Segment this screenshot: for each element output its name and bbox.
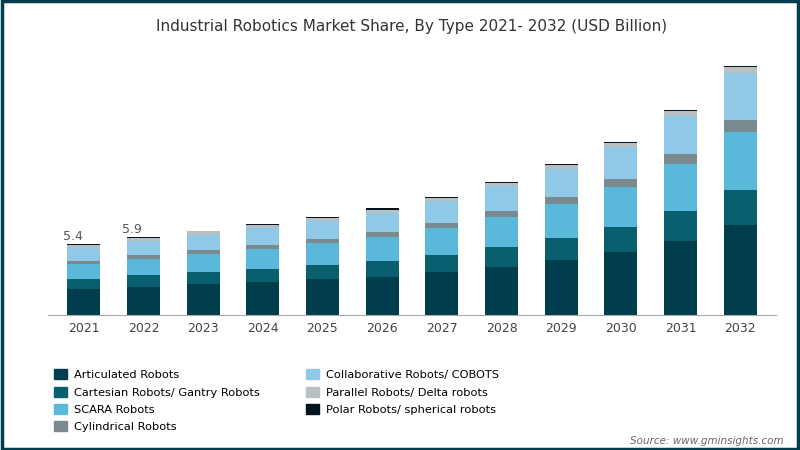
Bar bbox=[426, 255, 458, 272]
Bar bbox=[485, 267, 518, 315]
Bar bbox=[67, 244, 100, 245]
Bar bbox=[605, 142, 638, 143]
Bar bbox=[485, 186, 518, 211]
Bar bbox=[306, 238, 339, 243]
Bar bbox=[246, 225, 279, 229]
Bar bbox=[664, 241, 697, 315]
Text: Source: www.gminsights.com: Source: www.gminsights.com bbox=[630, 436, 784, 446]
Bar bbox=[127, 287, 160, 315]
Bar bbox=[605, 187, 638, 227]
Bar bbox=[246, 245, 279, 249]
Bar bbox=[724, 66, 757, 67]
Bar bbox=[724, 73, 757, 120]
Legend: Articulated Robots, Cartesian Robots/ Gantry Robots, SCARA Robots, Cylindrical R: Articulated Robots, Cartesian Robots/ Ga… bbox=[54, 369, 499, 432]
Bar bbox=[246, 249, 279, 269]
Bar bbox=[426, 198, 458, 201]
Bar bbox=[545, 197, 578, 204]
Bar bbox=[366, 277, 398, 315]
Bar bbox=[664, 111, 697, 116]
Bar bbox=[724, 67, 757, 73]
Bar bbox=[67, 245, 100, 248]
Bar bbox=[485, 247, 518, 267]
Bar bbox=[664, 154, 697, 164]
Bar bbox=[605, 179, 638, 187]
Bar bbox=[426, 197, 458, 198]
Bar bbox=[366, 213, 398, 232]
Bar bbox=[724, 190, 757, 225]
Bar bbox=[246, 269, 279, 282]
Bar bbox=[605, 147, 638, 179]
Bar bbox=[186, 234, 219, 250]
Bar bbox=[545, 169, 578, 197]
Bar bbox=[306, 243, 339, 265]
Bar bbox=[246, 229, 279, 245]
Bar bbox=[724, 225, 757, 315]
Bar bbox=[127, 259, 160, 275]
Bar bbox=[67, 248, 100, 261]
Bar bbox=[485, 211, 518, 217]
Bar bbox=[127, 275, 160, 287]
Bar bbox=[67, 289, 100, 315]
Bar bbox=[366, 210, 398, 213]
Bar bbox=[426, 223, 458, 228]
Bar bbox=[306, 279, 339, 315]
Bar bbox=[366, 237, 398, 261]
Bar bbox=[545, 238, 578, 260]
Bar bbox=[664, 110, 697, 111]
Bar bbox=[366, 232, 398, 237]
Bar bbox=[306, 217, 339, 220]
Bar bbox=[664, 116, 697, 154]
Bar bbox=[545, 165, 578, 169]
Bar bbox=[67, 261, 100, 264]
Bar bbox=[186, 231, 219, 234]
Bar bbox=[426, 201, 458, 223]
Bar bbox=[127, 238, 160, 241]
Bar bbox=[426, 228, 458, 255]
Bar bbox=[366, 261, 398, 277]
Bar bbox=[664, 211, 697, 241]
Bar bbox=[485, 183, 518, 186]
Bar bbox=[127, 237, 160, 238]
Bar bbox=[186, 250, 219, 254]
Text: 5.4: 5.4 bbox=[62, 230, 82, 243]
Bar bbox=[545, 260, 578, 315]
Bar bbox=[186, 272, 219, 284]
Bar bbox=[306, 216, 339, 217]
Text: 5.9: 5.9 bbox=[122, 223, 142, 236]
Bar bbox=[186, 284, 219, 315]
Bar bbox=[485, 182, 518, 183]
Bar bbox=[724, 132, 757, 190]
Bar bbox=[67, 279, 100, 289]
Bar bbox=[186, 254, 219, 272]
Bar bbox=[127, 241, 160, 255]
Bar bbox=[605, 143, 638, 147]
Bar bbox=[605, 227, 638, 252]
Bar bbox=[67, 264, 100, 279]
Bar bbox=[366, 208, 398, 210]
Bar bbox=[426, 272, 458, 315]
Bar bbox=[127, 255, 160, 259]
Bar bbox=[306, 220, 339, 238]
Bar bbox=[545, 164, 578, 165]
Bar bbox=[664, 164, 697, 211]
Bar bbox=[545, 204, 578, 238]
Title: Industrial Robotics Market Share, By Type 2021- 2032 (USD Billion): Industrial Robotics Market Share, By Typ… bbox=[157, 19, 667, 34]
Bar bbox=[724, 120, 757, 132]
Bar bbox=[485, 217, 518, 247]
Bar bbox=[246, 282, 279, 315]
Bar bbox=[246, 224, 279, 225]
Bar bbox=[605, 252, 638, 315]
Bar bbox=[306, 265, 339, 279]
